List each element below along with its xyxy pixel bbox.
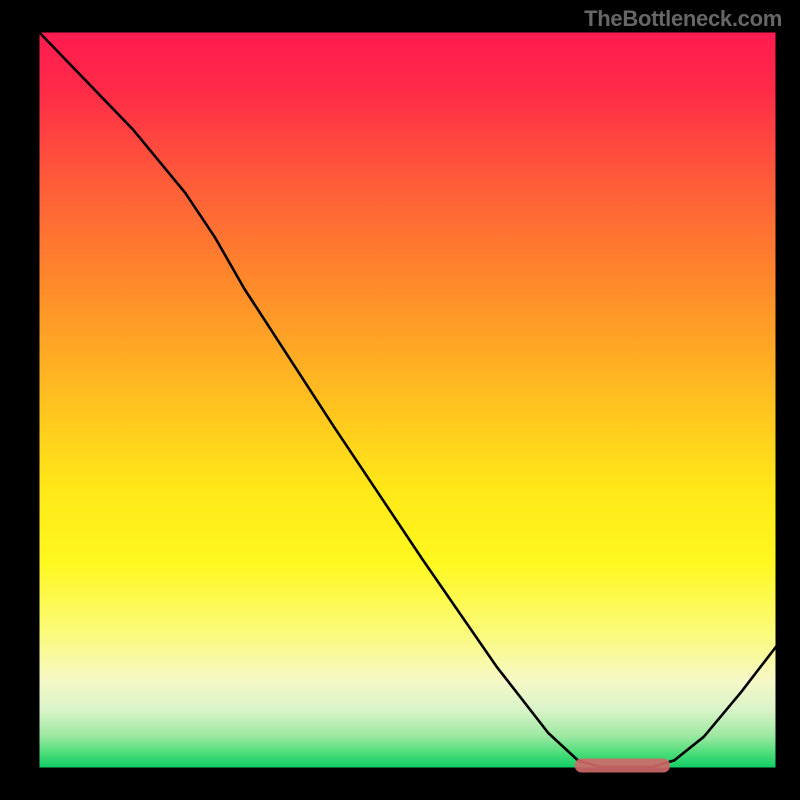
watermark-label: TheBottleneck.com	[584, 6, 782, 32]
chart-container: TheBottleneck.com	[0, 0, 800, 800]
bottleneck-chart	[0, 0, 800, 800]
plot-background	[37, 30, 778, 770]
